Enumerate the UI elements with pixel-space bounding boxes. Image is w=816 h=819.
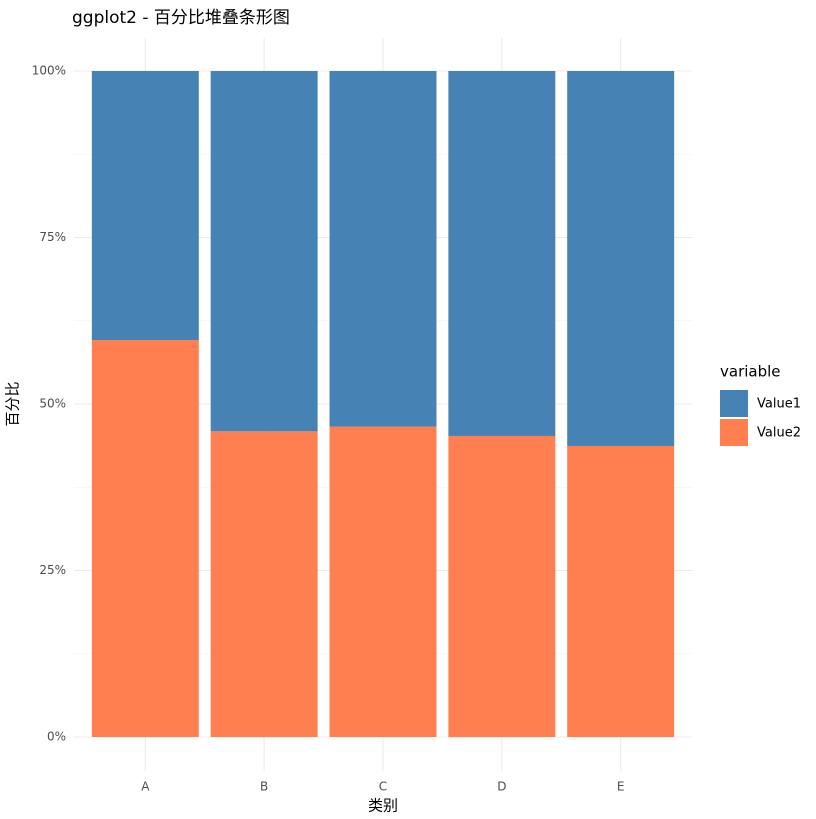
x-tick-label: E bbox=[617, 780, 625, 794]
x-tick-label: A bbox=[141, 780, 150, 794]
legend-title: variable bbox=[720, 363, 781, 381]
x-axis-label: 类别 bbox=[368, 797, 398, 815]
y-tick-label: 50% bbox=[39, 397, 66, 411]
legend-label: Value1 bbox=[757, 397, 801, 412]
bar-segment bbox=[91, 340, 199, 737]
bar-segment bbox=[567, 71, 675, 446]
legend-label: Value2 bbox=[757, 426, 801, 441]
y-axis-label: 百分比 bbox=[4, 381, 22, 426]
bar-segment bbox=[448, 71, 556, 436]
y-tick-label: 0% bbox=[47, 730, 66, 744]
x-tick-label: B bbox=[260, 780, 268, 794]
bar-segment bbox=[567, 445, 675, 737]
bar-segment bbox=[448, 435, 556, 737]
y-tick-label: 100% bbox=[32, 64, 66, 78]
x-tick-label: D bbox=[497, 780, 506, 794]
y-tick-label: 75% bbox=[39, 230, 66, 244]
bar-segment bbox=[329, 71, 437, 427]
x-tick-label: C bbox=[379, 780, 387, 794]
legend-key bbox=[720, 390, 748, 417]
bar-segment bbox=[210, 71, 318, 432]
bar-segment bbox=[91, 71, 199, 341]
bar-segment bbox=[329, 426, 437, 737]
bar-segment bbox=[210, 431, 318, 737]
legend-key bbox=[720, 419, 748, 446]
y-tick-label: 25% bbox=[39, 563, 66, 577]
chart-title: ggplot2 - 百分比堆叠条形图 bbox=[72, 8, 290, 28]
